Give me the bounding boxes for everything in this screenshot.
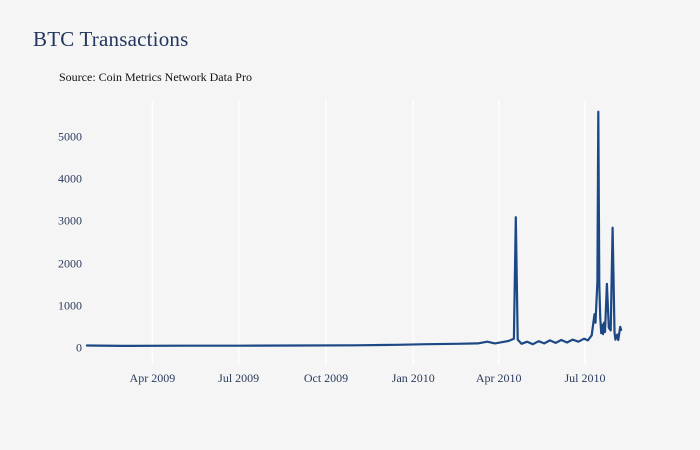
- chart-source-caption: Source: Coin Metrics Network Data Pro: [59, 70, 252, 84]
- x-tick-label: Oct 2009: [303, 371, 349, 385]
- y-tick-label: 0: [76, 340, 82, 355]
- y-tick-label: 2000: [58, 256, 82, 271]
- x-tick-label: Jan 2010: [391, 371, 435, 385]
- series-line-btc-transactions: [85, 110, 623, 347]
- y-tick-label: 4000: [58, 171, 82, 186]
- x-tick-label: Jul 2009: [218, 371, 260, 385]
- chart-title: BTC Transactions: [33, 27, 189, 51]
- x-tick-label: Apr 2009: [129, 371, 176, 385]
- y-tick-label: 3000: [58, 213, 82, 228]
- y-tick-label: 5000: [58, 129, 82, 144]
- y-tick-label: 1000: [58, 298, 82, 313]
- x-tick-label: Apr 2010: [475, 371, 522, 385]
- x-tick-label: Jul 2010: [564, 371, 606, 385]
